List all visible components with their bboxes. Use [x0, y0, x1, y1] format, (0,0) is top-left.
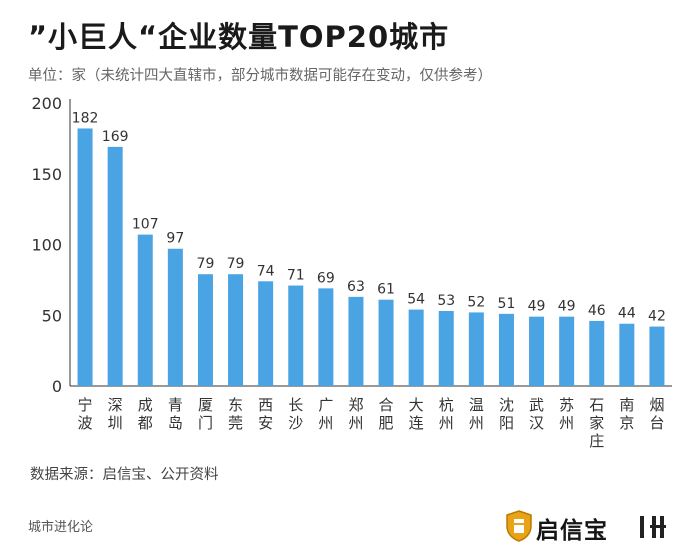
category-label-15: 武汉 — [529, 396, 544, 432]
value-label-11: 54 — [407, 292, 425, 308]
category-label-19: 烟台 — [649, 396, 664, 432]
category-label-3: 青岛 — [168, 396, 183, 432]
value-label-15: 49 — [528, 299, 546, 315]
category-label-4: 厦门 — [198, 396, 213, 432]
value-label-4: 79 — [197, 256, 215, 272]
value-label-14: 51 — [498, 296, 516, 312]
category-label-8: 广州 — [318, 396, 333, 432]
bar-17 — [589, 320, 605, 386]
bar-1 — [107, 146, 123, 386]
value-label-6: 74 — [257, 263, 275, 279]
value-label-12: 53 — [437, 293, 455, 309]
category-label-14: 沈阳 — [499, 396, 514, 432]
category-label-9: 郑州 — [348, 396, 363, 432]
y-tick-label: 100 — [31, 236, 62, 255]
category-label-0: 宁波 — [78, 396, 93, 432]
brand-name: 城市进化论 — [28, 520, 94, 535]
category-label-1: 深圳 — [108, 396, 123, 432]
value-label-16: 49 — [558, 299, 576, 315]
bar-8 — [318, 288, 334, 386]
bar-11 — [408, 309, 424, 386]
value-label-17: 46 — [588, 303, 606, 319]
bar-3 — [167, 248, 183, 386]
bar-18 — [619, 323, 635, 386]
value-label-9: 63 — [347, 279, 365, 295]
bar-12 — [438, 311, 454, 386]
bar-0 — [77, 128, 93, 386]
bar-9 — [348, 296, 364, 386]
category-label-12: 杭州 — [439, 396, 454, 432]
logo-text: 启信宝 — [536, 518, 608, 544]
value-label-3: 97 — [166, 231, 184, 247]
category-label-13: 温州 — [469, 396, 484, 432]
y-tick-label: 150 — [31, 165, 62, 184]
category-label-2: 成都 — [138, 396, 153, 432]
bar-16 — [559, 316, 575, 386]
shield-logo-icon — [506, 510, 532, 542]
value-label-8: 69 — [317, 270, 335, 286]
bar-15 — [529, 316, 545, 386]
value-label-0: 182 — [72, 110, 99, 126]
value-label-10: 61 — [377, 282, 395, 298]
bar-2 — [137, 234, 153, 386]
chart-title: ”小巨人“企业数量TOP20城市 — [28, 20, 450, 54]
category-label-11: 大连 — [409, 396, 424, 432]
category-label-17: 石家庄 — [589, 396, 604, 450]
value-label-5: 79 — [227, 256, 245, 272]
value-label-19: 42 — [648, 309, 666, 325]
value-label-1: 169 — [102, 129, 129, 145]
logo: 启信宝 — [500, 507, 690, 547]
bar-10 — [378, 299, 394, 386]
bar-19 — [649, 326, 665, 386]
bar-5 — [228, 274, 244, 386]
bar-13 — [468, 312, 484, 386]
data-source: 数据来源：启信宝、公开资料 — [30, 467, 219, 483]
category-label-6: 西安 — [258, 396, 273, 432]
bar-chart: 0 50 100 150 200 182 宁波 169 深圳 107 成都 97 青岛 79 厦门 79 东莞 7… — [31, 94, 672, 450]
value-label-7: 71 — [287, 268, 305, 284]
chart-subtitle: 单位：家（未统计四大直辖市，部分城市数据可能存在变动，仅供参考） — [28, 68, 492, 84]
bar-4 — [197, 274, 213, 386]
bar-14 — [498, 313, 514, 386]
wechat-mark-icon — [640, 516, 666, 538]
value-label-18: 44 — [618, 306, 636, 322]
bar-6 — [258, 281, 274, 386]
y-tick-label: 200 — [31, 94, 62, 113]
category-label-18: 南京 — [619, 396, 634, 432]
category-label-16: 苏州 — [559, 396, 574, 432]
y-tick-label: 0 — [52, 377, 62, 396]
category-label-7: 长沙 — [288, 396, 303, 432]
category-label-5: 东莞 — [228, 396, 243, 432]
category-label-10: 合肥 — [379, 396, 394, 432]
value-label-13: 52 — [467, 294, 485, 310]
value-label-2: 107 — [132, 217, 159, 233]
bar-7 — [288, 285, 304, 386]
y-tick-label: 50 — [42, 306, 62, 325]
